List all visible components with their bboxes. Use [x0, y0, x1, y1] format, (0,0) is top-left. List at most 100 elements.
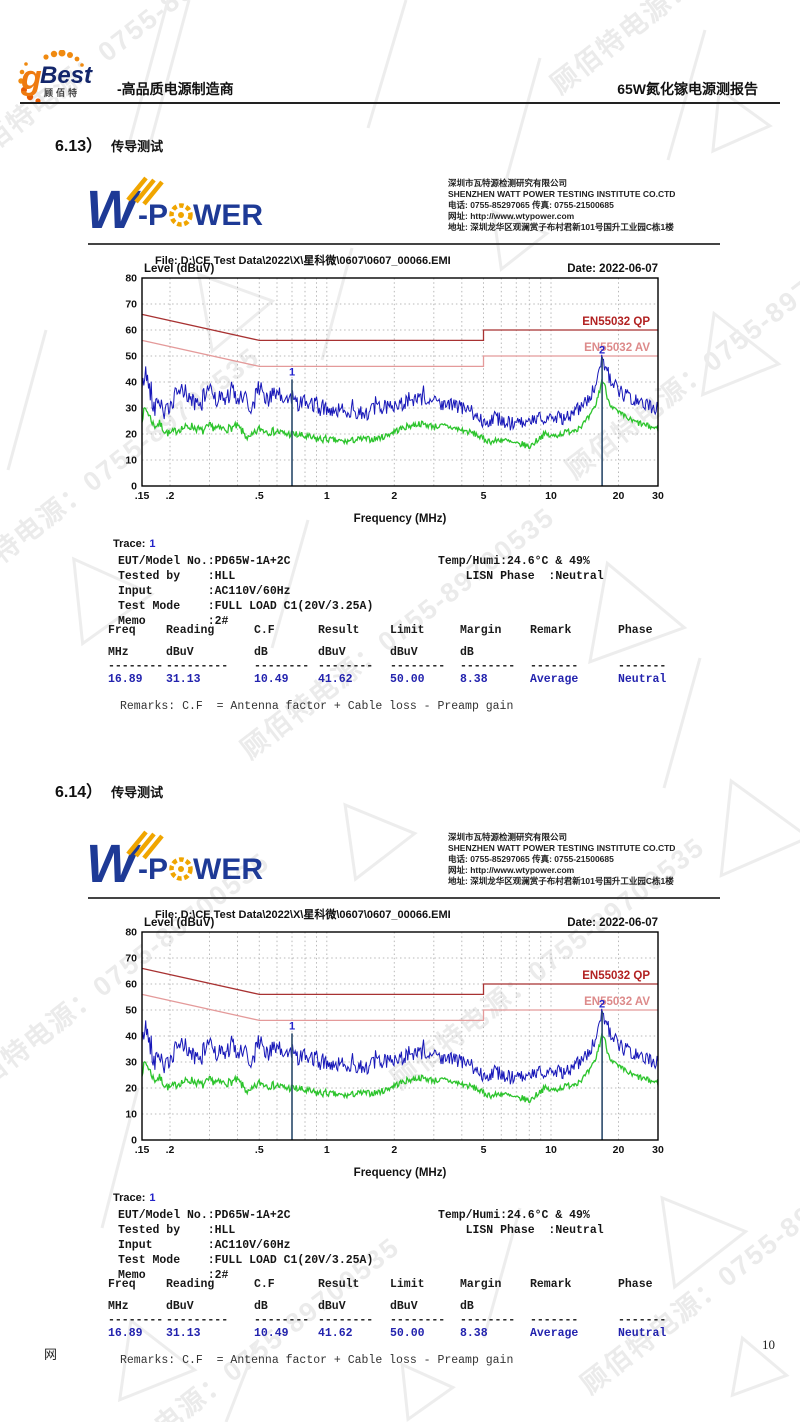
eut-line: Test Mode :FULL LOAD C1(20V/3.25A) — [118, 600, 374, 613]
section-heading-614: 6.14） 传导测试 — [55, 778, 163, 802]
svg-text:70: 70 — [125, 299, 137, 311]
svg-text:2: 2 — [599, 998, 605, 1010]
eut-line: Memo :2# — [118, 1269, 229, 1282]
table-cell: Remark — [530, 624, 572, 637]
lab-name-en: SHENZHEN WATT POWER TESTING INSTITUTE CO… — [448, 189, 676, 199]
table-cell: dB — [254, 646, 268, 659]
eut-info: EUT/Model No.:PD65W-1A+2C Tested by :HLL I… — [118, 554, 373, 629]
table-data-row: 16.89 31.13 10.49 41.62 50.00 8.38 Average Neut… — [108, 673, 684, 686]
svg-text:2: 2 — [391, 1144, 397, 1156]
lab-phone: 电话: 0755-85297065 传真: 0755-21500685 — [448, 854, 614, 864]
table-cell: dBuV — [390, 646, 418, 659]
svg-text:20: 20 — [125, 1083, 137, 1095]
svg-text:Frequency (MHz): Frequency (MHz) — [354, 513, 447, 525]
svg-text:10: 10 — [545, 490, 557, 502]
eut-line: Test Mode :FULL LOAD C1(20V/3.25A) — [118, 1254, 374, 1267]
table-cell: ------- — [530, 1314, 579, 1327]
svg-text:2: 2 — [599, 344, 605, 356]
wpower-p-letters: -P — [138, 853, 168, 886]
eut-line: Input :AC110V/60Hz — [118, 585, 291, 598]
table-cell: dBuV — [318, 646, 346, 659]
table-cell: --------- — [166, 1314, 229, 1327]
svg-text:60: 60 — [125, 979, 137, 991]
divider — [88, 897, 720, 899]
svg-text:20: 20 — [613, 1144, 625, 1156]
table-cell: Reading — [166, 624, 215, 637]
trace-line: Trace: 1 — [113, 1192, 156, 1204]
svg-text:Level (dBuV): Level (dBuV) — [144, 917, 214, 929]
table-cell: ------- — [530, 660, 579, 673]
table-cell: Margin — [460, 1278, 502, 1291]
table-cell: Result — [318, 1278, 360, 1291]
table-cell: Limit — [390, 624, 425, 637]
table-cell — [530, 646, 618, 659]
table-header-row: Freq Reading C.F Result Limit Margin Remark Pha… — [108, 1278, 684, 1291]
svg-text:EN55032 QP: EN55032 QP — [582, 970, 650, 982]
table-data-row: 16.89 31.13 10.49 41.62 50.00 8.38 Average Neut… — [108, 1327, 684, 1340]
svg-text:30: 30 — [125, 1057, 137, 1069]
env-info: Temp/Humi:24.6°C & 49% LISN Phase :Neutr… — [438, 1208, 604, 1238]
svg-text:30: 30 — [652, 1144, 664, 1156]
table-cell: -------- — [254, 660, 310, 673]
table-cell: 8.38 — [460, 1327, 488, 1340]
wpower-wer-letters: WER — [193, 853, 263, 886]
lab-info: 深圳市瓦特源检测研究有限公司 SHENZHEN WATT POWER TESTI… — [448, 832, 675, 887]
table-cell: Neutral — [618, 673, 667, 686]
report-block-1: W -P WER 深圳市瓦特源检测研究有限公司 SHENZHEN WATT PO… — [0, 172, 800, 822]
remarks: Remarks: C.F = Antenna factor + Cable lo… — [120, 700, 514, 713]
svg-text:EN55032 AV: EN55032 AV — [584, 996, 650, 1008]
table-cell: Freq — [108, 624, 136, 637]
table-cell: Average — [530, 673, 579, 686]
env-info: Temp/Humi:24.6°C & 49% LISN Phase :Neutr… — [438, 554, 604, 584]
table-cell: C.F — [254, 1278, 275, 1291]
table-cell: dB — [460, 646, 474, 659]
table-cell: 41.62 — [318, 673, 353, 686]
svg-text:2: 2 — [391, 490, 397, 502]
svg-text:.2: .2 — [166, 490, 175, 502]
table-units-row: MHz dBuV dB dBuV dBuV dB — [108, 646, 684, 659]
svg-text:EN55032 QP: EN55032 QP — [582, 316, 650, 328]
logo-best-letter: Best — [40, 62, 93, 89]
table-cell: Remark — [530, 1278, 572, 1291]
svg-text:50: 50 — [125, 351, 137, 363]
emi-chart: EN55032 QP EN55032 AV 1 2 .15 .2 .5 1 2 5 10 20 30 0 1… — [112, 262, 672, 530]
svg-text:30: 30 — [652, 490, 664, 502]
wpower-slashes — [126, 830, 164, 860]
table-cell: -------- — [318, 1314, 374, 1327]
svg-text:10: 10 — [545, 1144, 557, 1156]
env-line: LISN Phase :Neutral — [438, 1224, 604, 1237]
svg-text:1: 1 — [324, 1144, 330, 1156]
svg-text:1: 1 — [289, 366, 295, 378]
svg-text:30: 30 — [125, 403, 137, 415]
svg-text:EN55032 AV: EN55032 AV — [584, 342, 650, 354]
table-header-row: Freq Reading C.F Result Limit Margin Remark Pha… — [108, 624, 684, 637]
table-cell: dB — [460, 1300, 474, 1313]
page-number: 10 — [762, 1337, 775, 1352]
table-cell: -------- — [390, 1314, 446, 1327]
svg-text:50: 50 — [125, 1005, 137, 1017]
table-cell: 31.13 — [166, 1327, 201, 1340]
table-cell: MHz — [108, 1300, 129, 1313]
divider — [88, 243, 720, 245]
section-title: 传导测试 — [111, 785, 164, 800]
table-cell: Reading — [166, 1278, 215, 1291]
logo-g-letter: g — [20, 59, 42, 97]
svg-text:Date: 2022-06-07: Date: 2022-06-07 — [567, 917, 658, 929]
section-number: 6.13） — [55, 138, 103, 155]
table-units-row: MHz dBuV dB dBuV dBuV dB — [108, 1300, 684, 1313]
svg-text:5: 5 — [481, 490, 487, 502]
wpower-p-letters: -P — [138, 199, 168, 232]
svg-text:Frequency (MHz): Frequency (MHz) — [354, 1167, 447, 1179]
table-cell: C.F — [254, 624, 275, 637]
table-cell — [618, 646, 684, 659]
eut-line: Tested by :HLL — [118, 1224, 236, 1237]
trace-value: 1 — [149, 1192, 156, 1204]
table-cell: Phase — [618, 1278, 653, 1291]
table-cell: 16.89 — [108, 673, 143, 686]
table-cell: dBuV — [166, 646, 194, 659]
lab-address: 地址: 深圳龙华区观澜赏子布村君新101号国升工业园C栋1楼 — [448, 222, 674, 232]
trace-value: 1 — [149, 538, 156, 550]
table-divider-row: -------- --------- -------- -------- -------… — [108, 660, 684, 673]
wpower-w-letter: W — [86, 834, 141, 894]
